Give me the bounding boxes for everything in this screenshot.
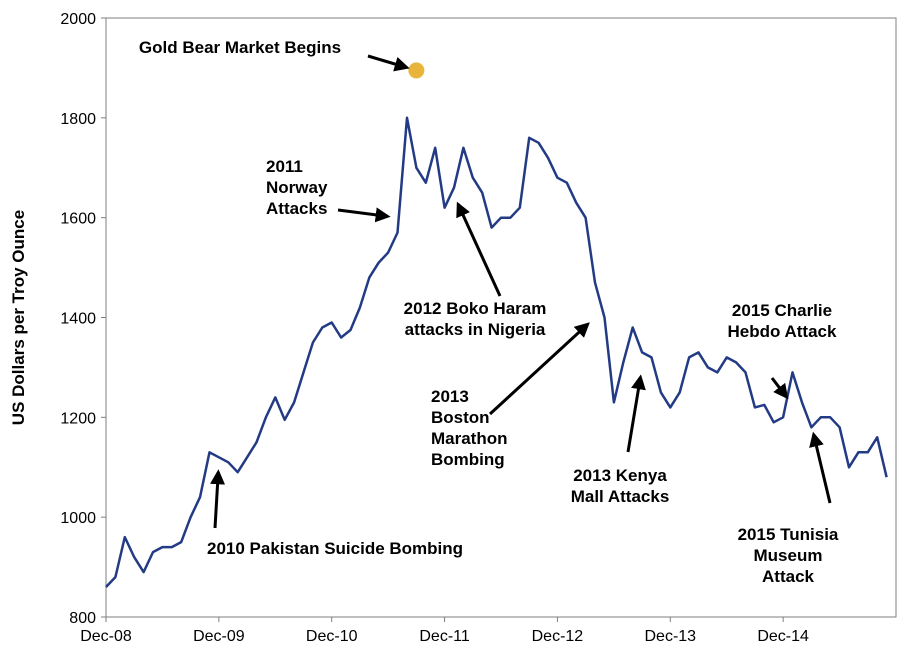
annotation-label-line: Attack	[762, 567, 815, 586]
y-tick-label: 800	[69, 610, 96, 627]
annotation-arrow	[367, 54, 410, 72]
x-tick-label: Dec-09	[193, 628, 245, 645]
annotation-label-line: Mall Attacks	[571, 487, 670, 506]
annotation-label-line: 2011	[266, 157, 303, 176]
annotation-label-line: Gold Bear Market Begins	[139, 38, 341, 57]
x-tick-label: Dec-11	[419, 628, 469, 645]
x-tick-label: Dec-10	[306, 628, 358, 645]
annotation-label-line: 2010 Pakistan Suicide Bombing	[207, 539, 463, 558]
annotation-label-line: Marathon	[431, 429, 508, 448]
x-tick-label: Dec-14	[757, 628, 809, 645]
annotation-label-line: 2013 Kenya	[573, 466, 667, 485]
annotation-arrow	[488, 322, 590, 416]
x-tick-label: Dec-08	[80, 628, 132, 645]
annotation-label-line: 2012 Boko Haram	[404, 299, 547, 318]
y-tick-label: 2000	[60, 11, 96, 28]
annotation-label: 2013 Kenya Mall Attacks	[571, 466, 670, 506]
annotation-label-line: Bombing	[431, 450, 505, 469]
annotation-label: Gold Bear Market Begins	[139, 38, 341, 57]
y-tick-label: 1400	[60, 311, 96, 328]
y-tick-label: 1000	[60, 510, 96, 527]
gold-price-series-line	[105, 116, 888, 588]
annotation-label-line: 2015 Charlie	[732, 301, 832, 320]
annotation-arrow	[770, 377, 789, 400]
annotation-label-line: Museum	[754, 546, 823, 565]
y-tick-label: 1200	[60, 410, 96, 427]
annotation-label-line: Boston	[431, 408, 490, 427]
annotation-label-line: Attacks	[266, 199, 327, 218]
annotation-arrow	[337, 207, 391, 223]
annotation-arrow	[809, 431, 832, 504]
annotation-label-line: Norway	[266, 178, 328, 197]
annotation-label: 2012 Boko Haram attacks in Nigeria	[404, 299, 547, 339]
annotation-label-line: 2013	[431, 387, 469, 406]
y-tick-label: 1600	[60, 211, 96, 228]
annotation-arrow	[210, 469, 226, 529]
y-tick-label: 1800	[60, 111, 96, 128]
y-axis-title: US Dollars per Troy Ounce	[9, 210, 28, 425]
annotation-label-line: attacks in Nigeria	[405, 320, 546, 339]
annotation-label: 2015 Tunisia Museum Attack	[738, 525, 839, 586]
annotation-label: 2011 Norway Attacks	[266, 157, 328, 218]
annotation-label-line: 2015 Tunisia	[738, 525, 839, 544]
annotation-label: 2013 Boston Marathon Bombing	[431, 387, 508, 469]
annotation-label: 2015 Charlie Hebdo Attack	[728, 301, 837, 341]
annotation-label-line: Hebdo Attack	[728, 322, 837, 341]
peak-marker	[408, 62, 425, 79]
x-tick-label: Dec-13	[644, 628, 696, 645]
annotation-arrow	[456, 201, 502, 297]
x-tick-label: Dec-12	[532, 628, 584, 645]
annotation-arrow	[626, 374, 646, 453]
annotation-label: 2010 Pakistan Suicide Bombing	[207, 539, 463, 558]
